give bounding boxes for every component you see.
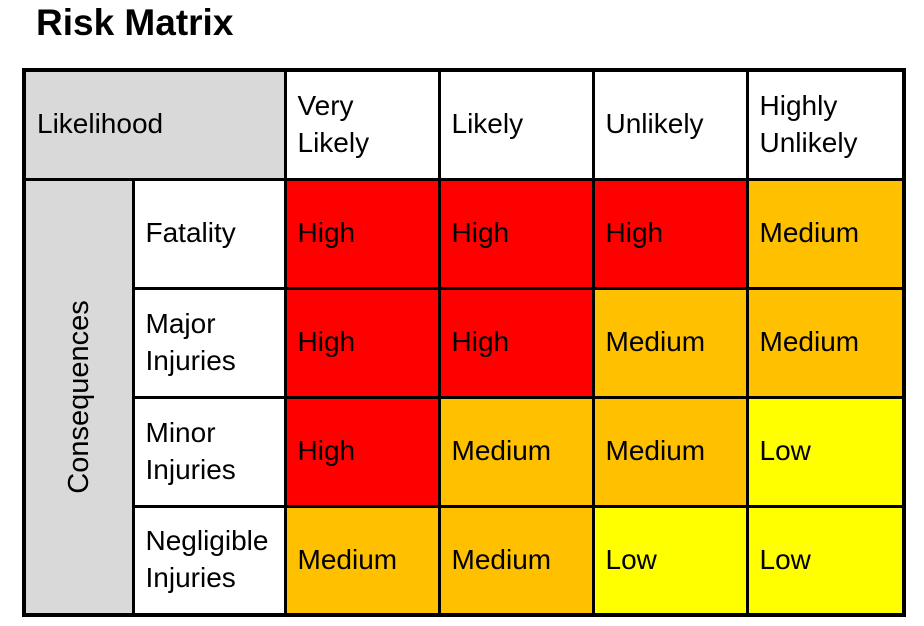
risk-cell: Low <box>591 504 749 617</box>
consequence-label-negligible-injuries: Negligible Injuries <box>131 504 287 617</box>
risk-cell: Medium <box>745 177 906 290</box>
risk-cell: Medium <box>437 504 595 617</box>
likelihood-axis-label: Likelihood <box>22 68 287 181</box>
consequence-label-minor-injuries: Minor Injuries <box>131 395 287 508</box>
risk-cell: High <box>437 177 595 290</box>
risk-cell: High <box>283 395 441 508</box>
risk-cell: High <box>591 177 749 290</box>
page-title: Risk Matrix <box>36 2 234 43</box>
row-minor-injuries: Minor Injuries High Medium Medium Low <box>24 395 906 508</box>
risk-cell: High <box>283 286 441 399</box>
risk-cell: Medium <box>591 395 749 508</box>
likelihood-header-highly-unlikely: Highly Unlikely <box>745 68 906 181</box>
risk-cell: Medium <box>437 395 595 508</box>
risk-cell: Medium <box>591 286 749 399</box>
likelihood-header-very-likely: Very Likely <box>283 68 441 181</box>
risk-cell: Medium <box>283 504 441 617</box>
header-row: Likelihood Very Likely Likely Unlikely H… <box>22 68 906 181</box>
risk-cell: Low <box>745 395 906 508</box>
row-fatality: Consequences Fatality High High High Med… <box>22 177 906 617</box>
consequences-axis-cell: Consequences <box>22 177 135 617</box>
risk-cell: High <box>437 286 595 399</box>
row-negligible-injuries: Negligible Injuries Medium Medium Low Lo… <box>24 504 906 617</box>
row-major-injuries: Major Injuries High High Medium Medium <box>24 286 906 399</box>
risk-cell: High <box>283 177 441 290</box>
risk-cell: Medium <box>745 286 906 399</box>
risk-matrix-table: Likelihood Very Likely Likely Unlikely H… <box>22 68 907 617</box>
risk-cell: Low <box>745 504 906 617</box>
likelihood-header-likely: Likely <box>437 68 595 181</box>
likelihood-header-unlikely: Unlikely <box>591 68 749 181</box>
consequence-label-major-injuries: Major Injuries <box>131 286 287 399</box>
consequences-axis-label: Consequences <box>62 300 95 494</box>
consequence-label-fatality: Fatality <box>131 177 287 290</box>
